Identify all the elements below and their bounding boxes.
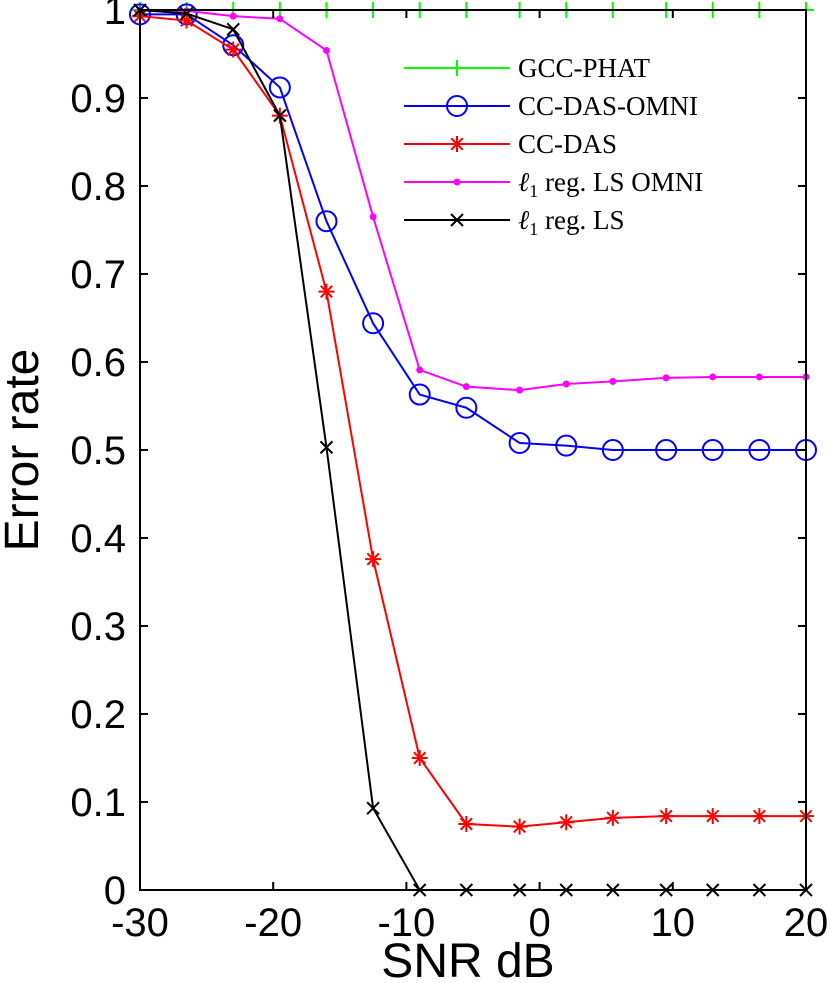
y-tick-label: 0.4 — [70, 517, 126, 561]
legend: GCC-PHAT CC-DAS-OMNI CC-DAS ℓ1 reg. LS OMNI… — [404, 53, 703, 239]
data-point — [225, 41, 242, 58]
data-point — [458, 816, 475, 832]
legend-label: ℓ1 reg. LS OMNI — [518, 167, 703, 201]
y-tick-label: 0.5 — [70, 429, 126, 473]
axes-layer: -30 -20 -10 0 10 20 0 0.1 0.2 0.3 0.4 0.5 0.6 0.7 0.8 0… — [70, 0, 828, 945]
data-point — [369, 213, 377, 221]
data-point — [273, 108, 287, 123]
y-tick-label: 0.2 — [70, 693, 126, 737]
y-tick-label: 1 — [104, 0, 126, 33]
y-tick-label: 0.8 — [70, 165, 126, 209]
legend-label: GCC-PHAT — [518, 53, 651, 83]
y-tick-label: 0.9 — [70, 77, 126, 121]
data-point — [226, 22, 240, 37]
data-point — [748, 439, 771, 461]
data-point — [555, 434, 578, 457]
data-point — [704, 808, 721, 825]
data-point — [366, 801, 380, 815]
legend-label: CC-DAS-OMNI — [518, 91, 698, 121]
data-point — [268, 76, 291, 99]
data-point — [365, 551, 382, 568]
data-point — [751, 808, 768, 825]
legend-label: CC-DAS — [518, 129, 617, 159]
y-tick-label: 0 — [104, 869, 126, 913]
y-axis-title: Error rate — [0, 349, 49, 552]
data-point — [655, 439, 678, 461]
x-tick-label: -10 — [377, 901, 435, 945]
data-point — [276, 15, 284, 23]
legend-marker — [450, 213, 464, 227]
legend-marker — [446, 95, 468, 117]
data-point — [319, 440, 334, 455]
y-tick-label: 0.6 — [70, 341, 126, 385]
x-axis-title: SNR dB — [381, 935, 554, 983]
legend-entry-1: CC-DAS-OMNI — [404, 91, 698, 121]
data-point — [229, 12, 237, 20]
data-point — [709, 373, 717, 381]
legend-entry-3: ℓ1 reg. LS OMNI — [404, 167, 703, 201]
x-tick-label: 20 — [784, 901, 829, 945]
data-point — [455, 396, 478, 419]
y-tick-label: 0.3 — [70, 605, 126, 649]
data-point — [755, 373, 763, 381]
data-point — [558, 814, 575, 831]
data-point — [508, 431, 531, 454]
y-tick-label: 0.1 — [70, 781, 126, 825]
legend-entry-4: ℓ1 reg. LS — [404, 205, 624, 239]
data-point — [318, 283, 335, 300]
legend-marker — [449, 136, 465, 152]
y-tick-label: 0.7 — [70, 253, 126, 297]
data-point — [601, 439, 624, 461]
data-point — [416, 366, 424, 374]
data-point — [315, 210, 338, 233]
data-point — [701, 439, 724, 461]
x-tick-label: 0 — [528, 901, 550, 945]
data-point — [462, 383, 470, 391]
data-point — [362, 312, 385, 335]
data-point — [609, 377, 617, 385]
x-tick-label: -20 — [244, 901, 302, 945]
legend-label: ℓ1 reg. LS — [518, 205, 624, 239]
legend-entry-2: CC-DAS — [404, 129, 617, 159]
data-point — [516, 386, 524, 394]
data-point — [411, 750, 428, 766]
data-point — [604, 809, 621, 826]
data-point — [562, 380, 570, 388]
data-point — [408, 383, 431, 406]
data-point — [658, 808, 675, 825]
data-point — [322, 46, 330, 54]
legend-marker — [453, 178, 461, 186]
data-point — [511, 818, 528, 835]
x-tick-label: -30 — [111, 901, 169, 945]
data-point — [662, 374, 670, 382]
x-tick-label: 10 — [651, 901, 696, 945]
legend-entry-0: GCC-PHAT — [404, 53, 651, 83]
legend-marker — [449, 60, 465, 76]
